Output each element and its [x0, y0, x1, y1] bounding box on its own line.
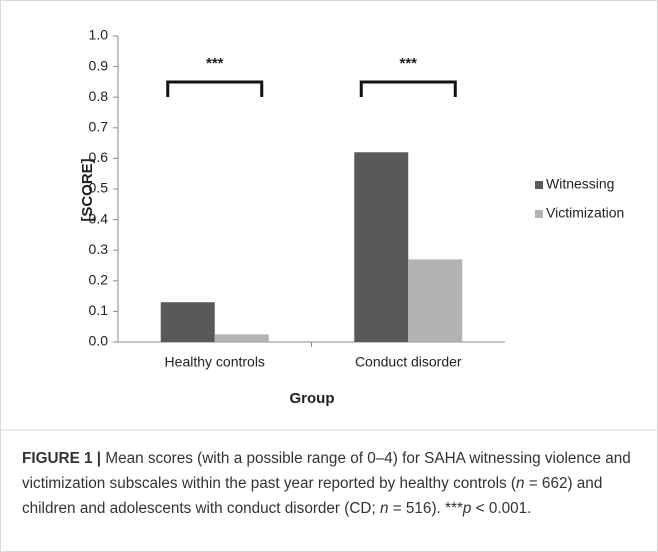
- caption-text: Mean scores (with a possible range of 0–…: [22, 450, 631, 492]
- caption: FIGURE 1 | Mean scores (with a possible …: [22, 446, 642, 521]
- y-tick-label: 0.5: [89, 180, 109, 196]
- bar: [354, 152, 409, 342]
- y-tick-label: 0.4: [89, 210, 109, 226]
- x-axis-label: Group: [290, 390, 335, 407]
- bar: [160, 302, 215, 342]
- annotation: ***: [399, 55, 417, 72]
- y-tick-label: 0.9: [89, 57, 109, 73]
- caption-text: p: [462, 500, 472, 517]
- y-tick-label: 0.0: [89, 333, 109, 349]
- x-tick-label: Conduct disorder: [355, 354, 462, 370]
- caption-label: FIGURE 1 |: [22, 450, 102, 467]
- y-tick-label: 0.7: [89, 119, 109, 135]
- x-tick-label: Healthy controls: [165, 354, 265, 370]
- y-tick-label: 0.1: [89, 302, 109, 318]
- y-tick-label: 0.6: [89, 149, 109, 165]
- y-axis-label: [SCORE]: [79, 158, 96, 221]
- y-tick-label: 0.8: [89, 88, 109, 104]
- caption-text: = 516). ***: [388, 500, 463, 517]
- caption-text: < 0.001.: [471, 500, 532, 517]
- caption-text: n: [515, 475, 525, 492]
- annotation: ***: [206, 55, 224, 72]
- bar: [214, 334, 269, 342]
- legend-label: Witnessing: [546, 176, 614, 192]
- legend-swatch: [535, 210, 543, 218]
- significance-bracket: [359, 80, 457, 97]
- significance-bracket: [166, 80, 264, 97]
- y-tick-label: 0.2: [89, 272, 109, 288]
- bar: [408, 259, 463, 342]
- y-tick-label: 1.0: [89, 27, 109, 43]
- legend-label: Victimization: [546, 205, 624, 221]
- caption-text: n: [379, 500, 389, 517]
- legend-swatch: [535, 181, 543, 189]
- caption-text: = 662) and children and adolescents with…: [22, 475, 603, 517]
- y-tick-label: 0.3: [89, 241, 109, 257]
